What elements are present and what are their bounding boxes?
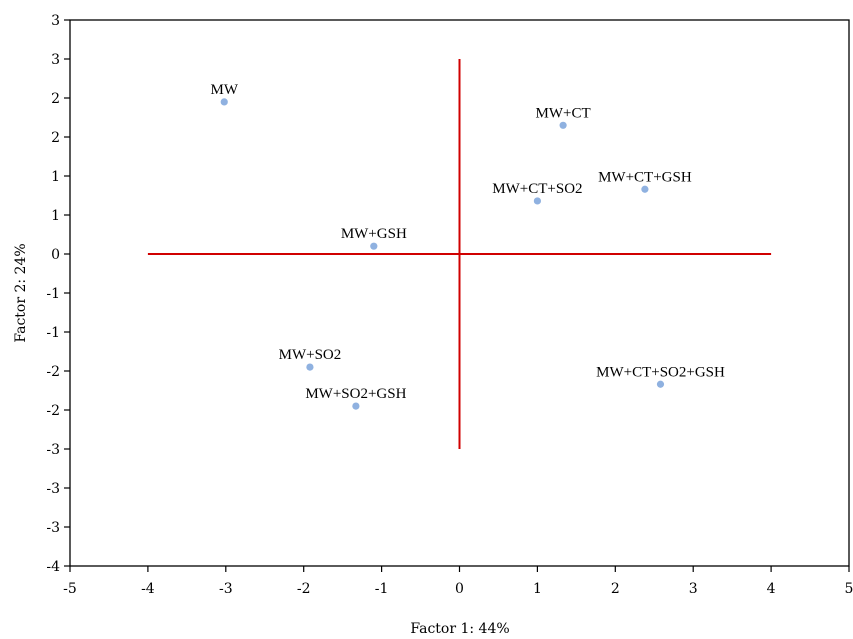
data-point xyxy=(220,98,228,106)
x-tick-label: -3 xyxy=(219,581,233,597)
x-tick-label: -4 xyxy=(141,581,155,597)
x-tick-label: 4 xyxy=(767,581,776,597)
y-tick-label: -4 xyxy=(46,559,60,575)
point-label: MW+CT xyxy=(536,105,591,121)
y-axis-title: Factor 2: 24% xyxy=(13,243,29,342)
y-tick-label: -1 xyxy=(46,325,60,341)
y-tick-label: -2 xyxy=(46,364,60,380)
x-tick-label: 0 xyxy=(455,581,464,597)
y-tick-label: -3 xyxy=(46,442,60,458)
y-tick-label: -3 xyxy=(46,520,60,536)
x-tick-label: -2 xyxy=(297,581,311,597)
y-tick-label: -3 xyxy=(46,481,60,497)
y-tick-label: 3 xyxy=(51,13,60,29)
data-point xyxy=(533,197,542,205)
data-point xyxy=(352,402,360,410)
point-label: MW+SO2 xyxy=(279,347,342,363)
x-axis-title: Factor 1: 44% xyxy=(410,621,509,637)
x-axis: -5 -4 -3 -2 -1 0 1 2 3 4 5 xyxy=(63,566,853,597)
x-tick-label: 3 xyxy=(689,581,698,597)
y-tick-label: 1 xyxy=(51,208,60,224)
x-tick-label: 2 xyxy=(611,581,620,597)
y-tick-label: 2 xyxy=(51,91,60,107)
data-point xyxy=(641,185,649,193)
y-tick-label: 0 xyxy=(51,247,60,263)
data-point xyxy=(306,363,314,371)
y-tick-label: -1 xyxy=(46,286,60,302)
x-tick-label: 5 xyxy=(845,581,853,597)
x-tick-label: -1 xyxy=(375,581,389,597)
point-label: MW+CT+SO2 xyxy=(492,181,582,197)
data-points: MW MW+CT MW+CT+GSH MW+CT+SO2 MW+GSH MW+SO2 MW+… xyxy=(210,82,725,410)
data-point xyxy=(370,242,378,250)
y-tick-label: 2 xyxy=(51,130,60,146)
point-label: MW+CT+SO2+GSH xyxy=(596,364,725,380)
data-point xyxy=(656,380,665,388)
point-label: MW+CT+GSH xyxy=(598,169,692,185)
point-label: MW xyxy=(210,82,238,98)
x-tick-label: -5 xyxy=(63,581,77,597)
y-tick-label: 3 xyxy=(51,52,60,68)
data-point xyxy=(559,121,567,129)
crosshair-lines xyxy=(147,59,772,449)
point-label: MW+GSH xyxy=(341,226,407,242)
y-tick-label: 1 xyxy=(51,169,60,185)
point-label: MW+SO2+GSH xyxy=(305,386,406,402)
y-axis: -4-3-3-3-2-2-1-101122333 xyxy=(46,13,70,575)
y-tick-label: -2 xyxy=(46,403,60,419)
x-tick-label: 1 xyxy=(533,581,542,597)
